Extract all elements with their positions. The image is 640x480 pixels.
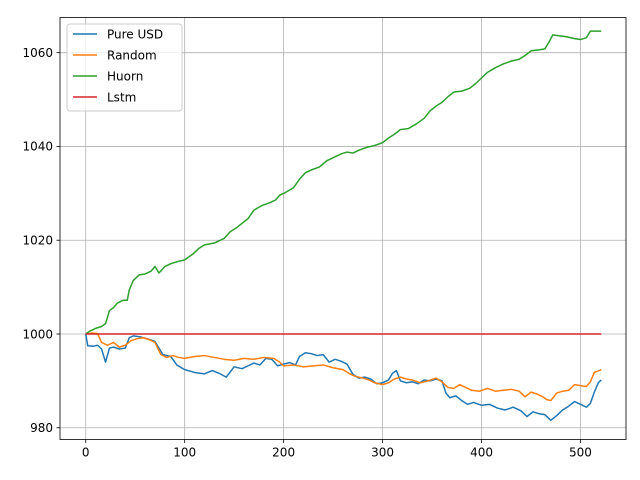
legend-label: Huorn <box>107 69 143 83</box>
series-line-pure-usd <box>84 333 602 422</box>
legend: Pure USD Random Huorn Lstm <box>66 23 183 112</box>
legend-label: Pure USD <box>107 27 163 41</box>
plot-frame <box>59 17 627 440</box>
y-tick-label: 1000 <box>22 327 53 341</box>
y-axis-ticks: 980 1000 1020 1040 1060 <box>22 46 60 435</box>
x-tick-label: 0 <box>82 446 90 460</box>
x-axis-ticks: 0 100 200 300 400 500 <box>82 439 592 460</box>
series-line-random <box>85 332 602 402</box>
series-layer <box>84 30 602 422</box>
y-tick-label: 1060 <box>22 46 53 60</box>
legend-label: Lstm <box>107 90 136 104</box>
y-tick-label: 1020 <box>22 234 53 248</box>
x-tick-label: 400 <box>470 446 493 460</box>
legend-box <box>66 23 183 112</box>
legend-label: Random <box>107 48 157 62</box>
x-tick-label: 200 <box>272 446 295 460</box>
x-tick-label: 500 <box>569 446 592 460</box>
series-line-huorn <box>85 30 602 335</box>
x-tick-label: 100 <box>173 446 196 460</box>
x-tick-label: 300 <box>371 446 394 460</box>
y-tick-label: 980 <box>30 421 53 435</box>
y-tick-label: 1040 <box>22 140 53 154</box>
